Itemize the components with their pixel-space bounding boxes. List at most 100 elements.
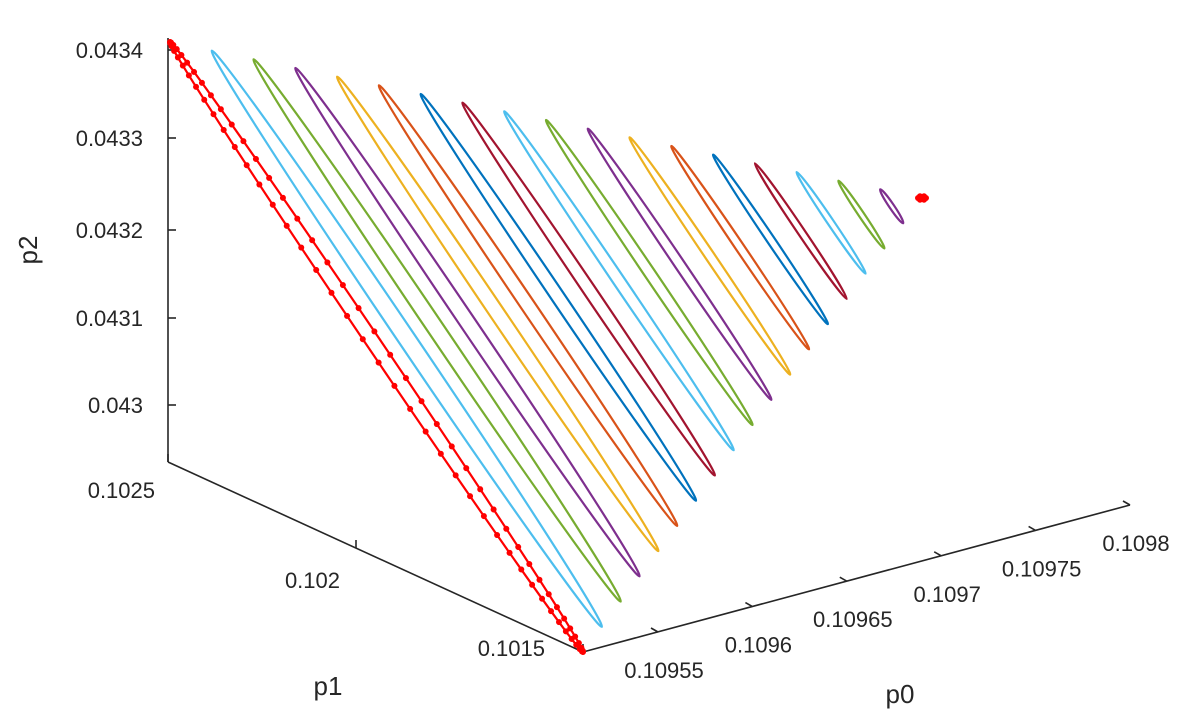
- data-point: [553, 604, 560, 611]
- x-tick-label: 0.10965: [813, 607, 893, 632]
- data-point: [418, 398, 425, 405]
- series-loop: [586, 127, 773, 401]
- data-point: [269, 201, 276, 208]
- data-point: [266, 174, 273, 181]
- data-point: [217, 106, 224, 113]
- data-point: [407, 405, 414, 412]
- data-point: [448, 443, 455, 450]
- loop-curve: [252, 58, 622, 603]
- z-axis-title: p2: [13, 236, 43, 265]
- data-point: [572, 633, 579, 640]
- data-point: [294, 215, 301, 222]
- x-tick-mark: [1028, 525, 1036, 532]
- data-point: [494, 532, 501, 539]
- data-point: [452, 472, 459, 479]
- x-tick-mark: [1122, 500, 1131, 506]
- z-tick-label: 0.0432: [76, 218, 143, 243]
- ticks: [167, 49, 1131, 652]
- x-axis-line: [582, 504, 1131, 653]
- x-tick-label: 0.1097: [914, 582, 981, 607]
- data-point: [279, 194, 286, 201]
- series-loop: [670, 144, 811, 351]
- series-loop: [503, 110, 735, 452]
- data-point: [309, 237, 316, 244]
- data-point: [402, 375, 409, 382]
- loop-curve: [711, 153, 830, 326]
- data-point: [921, 193, 927, 200]
- data-point: [567, 625, 574, 632]
- data-point: [503, 525, 510, 532]
- loop-curve: [377, 84, 679, 528]
- data-point: [359, 336, 366, 343]
- data-point: [562, 628, 569, 635]
- series-loop: [166, 39, 587, 655]
- data-point: [391, 382, 398, 389]
- data-point: [561, 615, 568, 622]
- x-tick-label: 0.10975: [1002, 556, 1082, 581]
- z-tick-label: 0.0434: [76, 38, 143, 63]
- data-point: [313, 266, 320, 273]
- data-point: [243, 162, 250, 169]
- data-point: [252, 155, 259, 162]
- data-point: [170, 41, 177, 48]
- x-axis-title: p0: [886, 679, 915, 709]
- series-loop: [335, 75, 660, 553]
- data-point: [193, 83, 200, 90]
- series-loop: [377, 84, 679, 528]
- data-point: [467, 493, 474, 500]
- data-point: [371, 328, 378, 335]
- loop-curve: [795, 170, 867, 275]
- x-tick-mark: [933, 551, 942, 557]
- series-loop: [544, 118, 754, 427]
- series-loop: [795, 170, 867, 275]
- data-point: [228, 121, 235, 128]
- loop-curve: [586, 127, 773, 401]
- data-point: [575, 640, 582, 647]
- data-point: [240, 138, 247, 145]
- x-tick-mark: [839, 576, 848, 582]
- data-point: [178, 52, 185, 59]
- data-point: [328, 289, 335, 296]
- data-point: [536, 576, 543, 583]
- z-tick-label: 0.0433: [76, 126, 143, 151]
- data-point: [191, 68, 198, 75]
- x-tick-label: 0.1096: [725, 633, 792, 658]
- loop-curve: [878, 188, 905, 225]
- data-point: [490, 506, 497, 513]
- loop-curve: [544, 118, 754, 427]
- data-point: [579, 647, 586, 654]
- data-point: [506, 549, 513, 556]
- loop-curve: [753, 162, 848, 301]
- data-point: [355, 305, 362, 312]
- loop-curve: [335, 75, 660, 553]
- data-point: [185, 72, 192, 79]
- data-point: [231, 144, 238, 151]
- loop-curve: [294, 66, 641, 578]
- x-tick-mark: [745, 601, 753, 608]
- loop-curve: [461, 101, 717, 477]
- data-point: [220, 126, 227, 133]
- data-point: [548, 608, 555, 615]
- loop-curve: [419, 92, 698, 502]
- x-tick-mark: [650, 627, 659, 633]
- z-tick-label: 0.043: [88, 393, 143, 418]
- data-point: [555, 619, 562, 626]
- tick-labels: 0.043 0.0431 0.0432 0.0433 0.0434 0.1015 0.102…: [76, 38, 1170, 683]
- data-point: [463, 465, 470, 472]
- axes: [167, 38, 1131, 653]
- y-tick-label: 0.1025: [88, 478, 155, 503]
- data-point: [477, 486, 484, 493]
- data-point: [422, 428, 429, 435]
- data-point: [375, 359, 382, 366]
- loops: [166, 39, 929, 655]
- series-loop: [878, 188, 905, 225]
- data-point: [387, 351, 394, 358]
- loop-curve: [837, 179, 886, 250]
- data-point: [201, 96, 208, 103]
- series-loop: [294, 66, 641, 578]
- data-point: [184, 59, 191, 66]
- loop-curve: [168, 40, 585, 654]
- data-point: [198, 79, 205, 86]
